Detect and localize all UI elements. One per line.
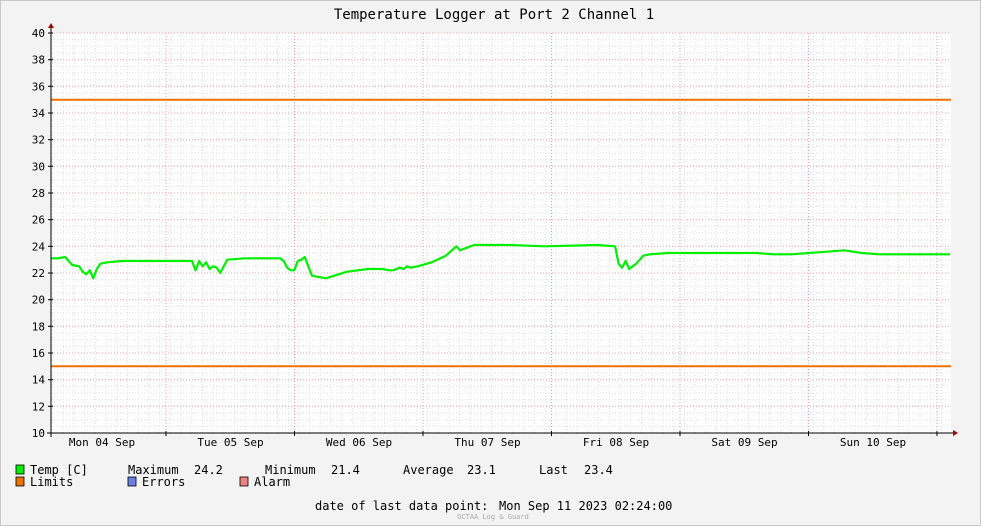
x-tick-label: Tue 05 Sep — [197, 436, 263, 449]
y-tick-label: 20 — [32, 294, 45, 307]
y-tick-label: 14 — [32, 374, 46, 387]
x-tick-label: Mon 04 Sep — [69, 436, 135, 449]
y-tick-label: 36 — [32, 80, 45, 93]
legend-maximum-label: Maximum — [128, 463, 179, 477]
x-tick-label: Wed 06 Sep — [326, 436, 392, 449]
y-tick-label: 12 — [32, 400, 45, 413]
y-tick-label: 28 — [32, 187, 45, 200]
limits-layer — [51, 98, 951, 368]
y-tick-label: 10 — [32, 427, 45, 440]
legend-average-label: Average — [403, 463, 454, 477]
y-tick-label: 18 — [32, 320, 45, 333]
legend-last-label: Last — [539, 463, 568, 477]
legend-minimum-label: Minimum — [265, 463, 316, 477]
y-tick-label: 38 — [32, 54, 45, 67]
legend-alarm-label: Alarm — [254, 475, 290, 489]
last-data-point-label: date of last data point: — [315, 499, 488, 513]
legend-errors-swatch — [127, 476, 137, 487]
legend-minimum-value: 21.4 — [331, 463, 360, 477]
legend-limits-label: Limits — [30, 475, 73, 489]
legend-alarm-swatch — [239, 476, 249, 487]
x-tick-label: Sat 09 Sep — [711, 436, 777, 449]
legend-limits-swatch — [15, 476, 25, 487]
legend-errors-label: Errors — [142, 475, 185, 489]
y-tick-label: 32 — [32, 134, 45, 147]
y-tick-label: 34 — [32, 107, 46, 120]
watermark: OCTAA Log & Guard — [457, 513, 529, 521]
grid — [51, 32, 951, 433]
chart-title: Temperature Logger at Port 2 Channel 1 — [334, 7, 654, 23]
y-tick-label: 16 — [32, 347, 45, 360]
y-tick-label: 22 — [32, 267, 45, 280]
x-axis-arrow — [953, 430, 958, 436]
y-tick-label: 30 — [32, 160, 45, 173]
y-axis-arrow — [48, 23, 54, 28]
x-tick-labels: Mon 04 Sep Tue 05 Sep Wed 06 Sep Thu 07 Sep… — [69, 436, 906, 449]
y-tick-label: 26 — [32, 214, 45, 227]
x-tick-label: Thu 07 Sep — [454, 436, 520, 449]
x-tick-label: Sun 10 Sep — [840, 436, 906, 449]
y-tick-label: 40 — [32, 27, 45, 40]
legend-average-value: 23.1 — [467, 463, 496, 477]
axes — [47, 23, 958, 437]
legend-temp-label: Temp [C] — [30, 463, 88, 477]
legend-last-value: 23.4 — [584, 463, 613, 477]
last-data-point-value: Mon Sep 11 2023 02:24:00 — [499, 499, 672, 513]
series-layer — [51, 243, 950, 280]
y-tick-label: 24 — [32, 240, 46, 253]
y-tick-labels: 10 12 14 16 18 20 22 24 26 28 30 32 34 36 38 40 — [32, 27, 46, 440]
legend-maximum-value: 24.2 — [194, 463, 223, 477]
legend-temp-swatch — [15, 464, 25, 475]
x-tick-label: Fri 08 Sep — [583, 436, 649, 449]
series-line-temp — [51, 243, 950, 280]
